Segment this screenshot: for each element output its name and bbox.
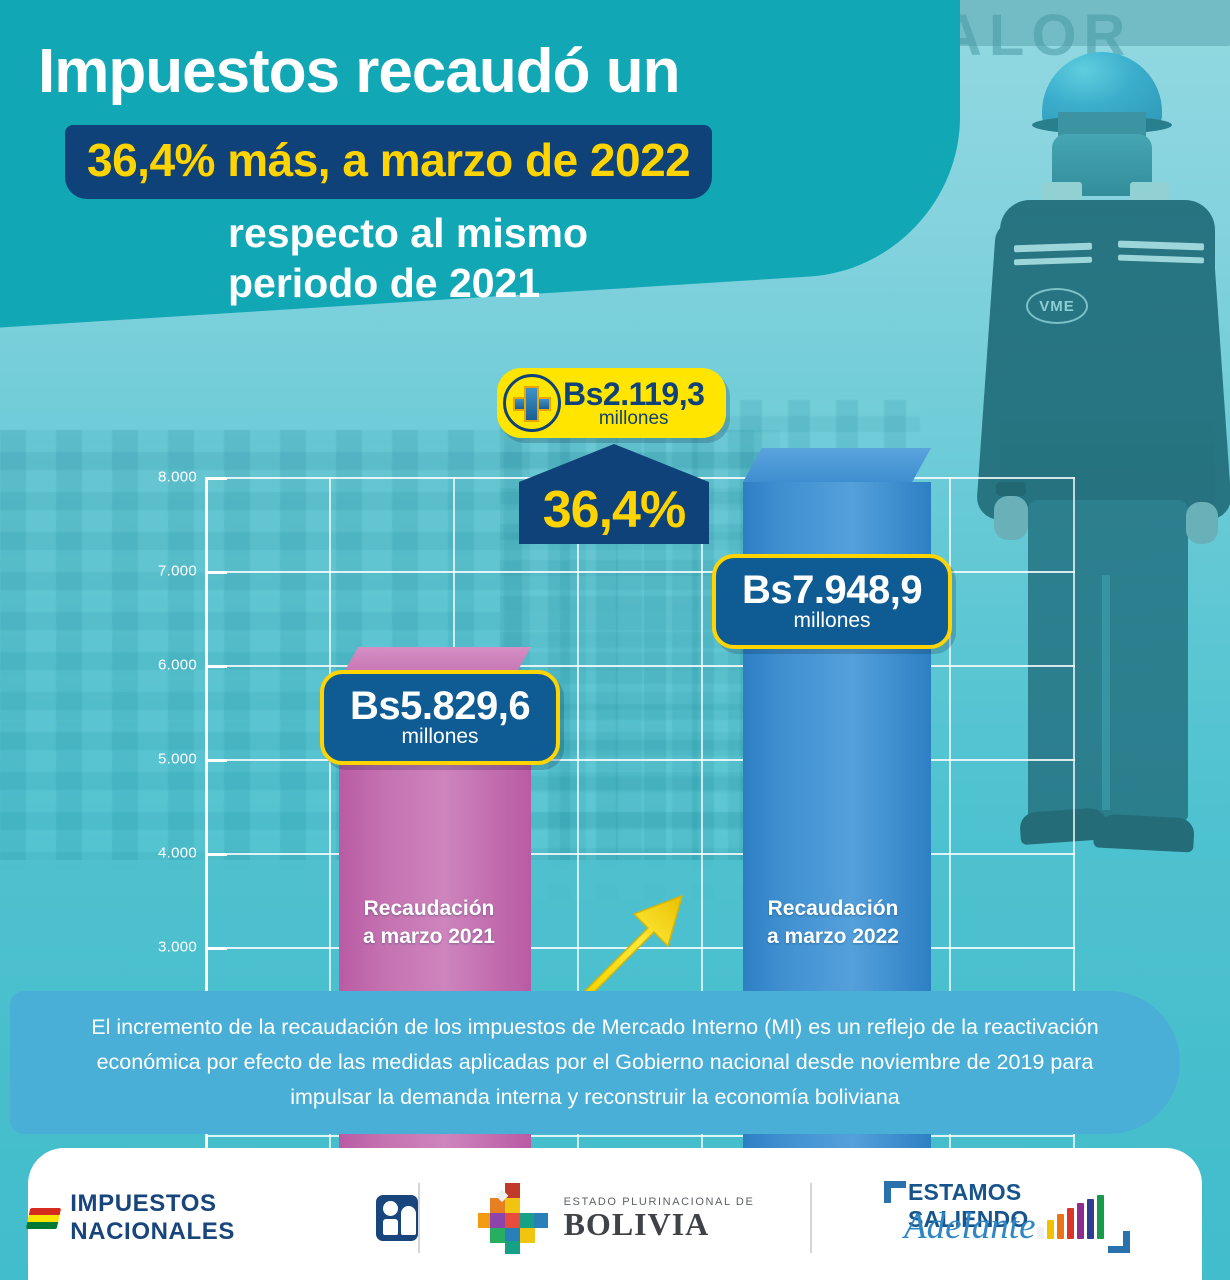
- increase-badge-amount: Bs2.119,3: [563, 376, 705, 412]
- gridline-horizontal: [205, 571, 1075, 573]
- footer: IMPUESTOS NACIONALES: [25, 1148, 1202, 1280]
- adelante-corner-bracket: [884, 1181, 906, 1203]
- y-axis-tick: [205, 947, 227, 950]
- page-title: Impuestos recaudó un: [38, 37, 680, 106]
- bar-front-face: [339, 681, 531, 1229]
- headline-highlight-text: 36,4% más, a marzo de 2022: [87, 134, 691, 186]
- logo-estado-plurinacional[interactable]: ESTADO PLURINACIONAL DE BOLIVIA: [420, 1181, 810, 1255]
- jacket-badge: VME: [1026, 288, 1088, 324]
- y-tick-label: 3.000: [157, 938, 197, 956]
- y-axis-tick: [205, 477, 227, 480]
- category-label-2022: Recaudación a marzo 2022: [767, 897, 899, 949]
- gridline-horizontal: [205, 947, 1075, 949]
- background-sign-board: [930, 0, 1230, 46]
- gridline-vertical: [329, 477, 331, 1229]
- growth-arrow-icon: [578, 888, 688, 998]
- worker-right-hand: [1186, 502, 1218, 544]
- estado-plurinacional-line1: ESTADO PLURINACIONAL DE: [563, 1196, 755, 1208]
- y-tick-label: 8.000: [157, 468, 197, 486]
- logo-impuestos-nacionales[interactable]: IMPUESTOS NACIONALES: [25, 1190, 418, 1246]
- adelante-line1: ESTAMOS SALIENDO: [908, 1179, 1029, 1232]
- value-callout-unit: millones: [401, 725, 479, 748]
- y-axis-tick: [205, 665, 227, 668]
- gridline-vertical: [949, 477, 951, 1229]
- gridline-horizontal: [205, 759, 1075, 761]
- footer-divider: [418, 1183, 420, 1253]
- category-label-2021: Recaudación a marzo 2021: [363, 897, 495, 949]
- gridline-horizontal: [205, 853, 1075, 855]
- page-subtitle: respecto al mismo periodo de 2021: [228, 210, 589, 307]
- value-callout-amount: Bs7.948,9: [742, 568, 923, 612]
- estado-plurinacional-line2: BOLIVIA: [563, 1206, 710, 1242]
- value-callout-2022: Bs7.948,9 millones: [712, 554, 953, 649]
- worker-wristwatch: [996, 482, 1026, 496]
- bar-recaudacion-2021: [339, 647, 531, 1229]
- y-axis-tick: [205, 759, 227, 762]
- logo-impuestos-nacionales-text: IMPUESTOS NACIONALES: [70, 1190, 235, 1245]
- plus-icon: [503, 374, 561, 432]
- y-tick-label: 6.000: [157, 656, 197, 674]
- value-callout-amount: Bs5.829,6: [350, 684, 531, 728]
- gridline-horizontal: [205, 1135, 1075, 1137]
- increase-badge: Bs2.119,3 millones: [497, 368, 727, 438]
- growth-percent-label: 36,4%: [542, 481, 686, 539]
- background-worker-figure: VME: [975, 30, 1230, 960]
- worker-left-hand: [994, 496, 1028, 540]
- impuestos-nacionales-mark-icon: [375, 1195, 418, 1241]
- header: Impuestos recaudó un 36,4% más, a marzo …: [0, 0, 1000, 400]
- y-tick-label: 4.000: [157, 844, 197, 862]
- y-axis-tick: [205, 853, 227, 856]
- gridline-vertical: [701, 477, 703, 1229]
- adelante-corner-bracket: [1108, 1231, 1130, 1253]
- y-axis-tick: [205, 571, 227, 574]
- gridline-horizontal: [205, 665, 1075, 667]
- logo-estamos-saliendo-adelante[interactable]: ESTAMOS SALIENDO Adelante: [812, 1175, 1202, 1261]
- headline-highlight-band: 36,4% más, a marzo de 2022: [65, 125, 713, 199]
- adelante-line2: Adelante: [904, 1206, 1036, 1247]
- rising-bars-icon: [1037, 1195, 1104, 1239]
- y-tick-label: 7.000: [157, 562, 197, 580]
- bar-top-face: [743, 448, 931, 482]
- gridline-vertical: [577, 477, 579, 1229]
- increase-badge-unit: millones: [598, 408, 669, 429]
- note-panel: El incremento de la recaudación de los i…: [10, 991, 1180, 1134]
- worker-jacket: [1000, 200, 1215, 510]
- bolivia-flag-icon: [25, 1207, 62, 1229]
- gridline-vertical: [1073, 477, 1075, 1229]
- y-tick-label: 5.000: [157, 750, 197, 768]
- footer-divider: [810, 1183, 812, 1253]
- worker-trousers: [1028, 500, 1188, 820]
- value-callout-2021: Bs5.829,6 millones: [320, 670, 561, 765]
- note-text: El incremento de la recaudación de los i…: [91, 1015, 1099, 1109]
- adelante-logo: ESTAMOS SALIENDO Adelante: [882, 1175, 1132, 1261]
- value-callout-unit: millones: [793, 609, 871, 632]
- worker-leg-split: [1102, 575, 1110, 810]
- wiphala-cross-icon: [476, 1181, 550, 1255]
